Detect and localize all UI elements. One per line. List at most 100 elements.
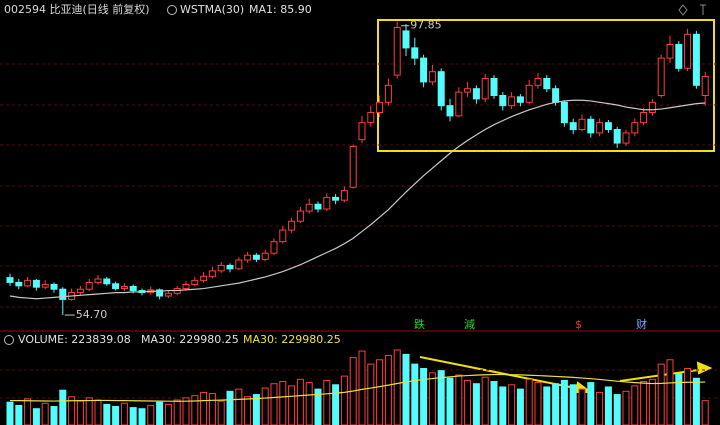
candle-body (332, 196, 340, 201)
candle-body (675, 44, 683, 69)
event-marker[interactable]: $ (575, 318, 582, 331)
candle-body (446, 105, 454, 117)
volume-bar (279, 381, 287, 425)
candle-body (648, 101, 656, 113)
volume-bar (332, 384, 340, 425)
volume-bar (244, 396, 252, 425)
candle-body (261, 252, 269, 260)
volume-bar (164, 403, 172, 425)
volume-bar (15, 404, 23, 425)
volume-bar (68, 396, 76, 425)
candle-body (50, 283, 58, 290)
volume-bar (543, 386, 551, 425)
volume-bar (200, 391, 208, 425)
ma1-value: MA1: 85.90 (249, 3, 312, 16)
volume-bar (428, 372, 436, 425)
volume-bar (472, 383, 480, 425)
candle-body (472, 88, 480, 100)
volume-bar (657, 363, 665, 425)
volume-bar (596, 391, 604, 425)
candle-body (437, 71, 445, 107)
volume-icon[interactable] (4, 335, 14, 345)
event-marker[interactable]: 跌 (414, 317, 425, 331)
volume-bar (129, 407, 137, 425)
event-marker[interactable]: 财 (636, 317, 647, 331)
volume-ma30: MA30: 229980.25 (141, 333, 239, 346)
candle-body (94, 278, 102, 283)
volume-bar (701, 400, 709, 425)
candle-body (367, 111, 375, 124)
volume-bar (640, 381, 648, 425)
candle-body (402, 30, 410, 49)
candle-body (305, 203, 313, 212)
candle-body (252, 254, 260, 260)
volume-bar (94, 399, 102, 425)
candle-body (516, 96, 524, 103)
volume-bar (455, 374, 463, 425)
candle-body (569, 122, 577, 130)
candle-body (684, 33, 692, 69)
volume-bar (490, 381, 498, 425)
candle-body (120, 285, 128, 290)
candle-body (103, 278, 111, 285)
volume-bar (560, 379, 568, 425)
candle-body (420, 57, 428, 83)
volume-bar (59, 389, 67, 425)
highlight-box (377, 19, 715, 152)
candle-body (129, 285, 137, 292)
volume-bar (323, 379, 331, 425)
volume-ma30: MA30: 229980.25 (243, 333, 341, 346)
high-annotation: 97.85 (410, 19, 442, 32)
candle-body (578, 118, 586, 130)
candle-body (358, 122, 366, 141)
window-icon[interactable] (700, 4, 706, 15)
volume-bar (613, 394, 621, 425)
candle-body (76, 288, 84, 294)
candle-body (604, 122, 612, 130)
candle-body (657, 57, 665, 96)
volume-bar (481, 376, 489, 425)
volume-bar (631, 385, 639, 425)
candle-body (631, 122, 639, 134)
candle-body (200, 275, 208, 281)
volume-bar (41, 402, 49, 425)
candle-body (112, 283, 120, 290)
candle-body (666, 44, 674, 59)
volume-bar (622, 390, 630, 425)
indicator-name: WSTMA(30) (180, 3, 244, 16)
candle-body (296, 210, 304, 222)
candle-body (622, 132, 630, 144)
volume-bar (288, 385, 296, 425)
candle-body (235, 259, 243, 270)
volume-bar (340, 375, 348, 425)
candle-body (208, 270, 216, 277)
volume-bar (587, 382, 595, 425)
volume-bar (684, 367, 692, 425)
candle-body (411, 47, 419, 59)
candle-body (6, 277, 14, 283)
volume-bar (358, 350, 366, 425)
candle-body (508, 96, 516, 107)
volume-bar (32, 408, 40, 425)
volume-bar (270, 383, 278, 425)
volume-bar (464, 379, 472, 425)
volume-bar (76, 400, 84, 425)
volume-bar (208, 392, 216, 425)
volume-bar (6, 401, 14, 425)
candle-body (85, 281, 93, 290)
volume-bar (24, 398, 32, 425)
indicator-icon[interactable] (167, 5, 177, 15)
candle-body (596, 122, 604, 134)
volume-value: VOLUME: 223839.08 (18, 333, 131, 346)
candle-body (393, 27, 401, 76)
candle-body (552, 88, 560, 103)
candle-body (464, 88, 472, 93)
volume-bar (604, 386, 612, 425)
volume-bar (508, 384, 516, 425)
window-icon[interactable] (678, 4, 688, 16)
candle-body (323, 196, 331, 210)
event-marker[interactable]: 減 (464, 317, 475, 331)
volume-bar (376, 359, 384, 425)
candle-body (24, 279, 32, 287)
candle-body (692, 33, 700, 86)
